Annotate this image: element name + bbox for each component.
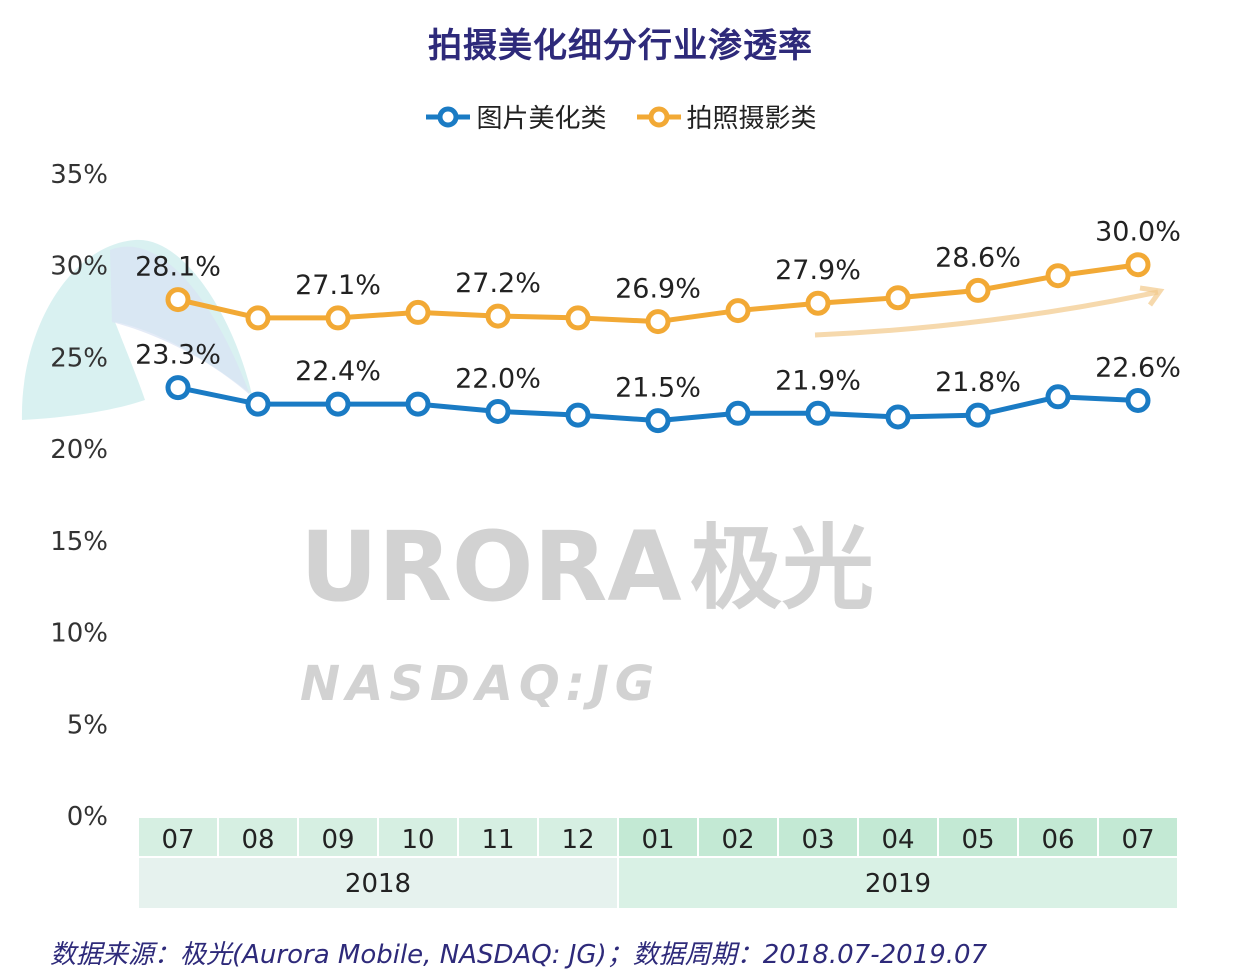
x-month-cell <box>299 818 377 856</box>
data-label: 22.4% <box>295 356 381 387</box>
y-tick-label: 35% <box>50 160 108 190</box>
data-label: 21.5% <box>615 373 701 404</box>
x-tick-label: 02 <box>721 825 754 855</box>
x-month-cell <box>619 818 697 856</box>
data-point[interactable] <box>165 375 191 401</box>
x-month-cell <box>939 818 1017 856</box>
x-tick-label: 12 <box>561 825 594 855</box>
data-point[interactable] <box>965 277 991 303</box>
legend-label: 图片美化类 <box>476 104 607 134</box>
x-tick-label: 05 <box>961 825 994 855</box>
data-point[interactable] <box>485 303 511 329</box>
x-tick-label: 09 <box>321 825 354 855</box>
data-point[interactable] <box>725 298 751 324</box>
data-point[interactable] <box>245 391 271 417</box>
legend-item-image-beautify[interactable]: 图片美化类 <box>424 98 607 135</box>
x-tick-label: 03 <box>801 825 834 855</box>
x-year-cell <box>619 858 1177 908</box>
x-tick-label: 06 <box>1041 825 1074 855</box>
data-label: 27.1% <box>295 270 381 301</box>
chart-title: 拍摄美化细分行业渗透率 <box>428 26 813 66</box>
data-point[interactable] <box>645 309 671 335</box>
legend: 图片美化类 拍照摄影类 <box>0 98 1241 135</box>
data-point[interactable] <box>565 305 591 331</box>
x-year-label: 2018 <box>345 869 411 899</box>
data-label: 21.8% <box>935 367 1021 398</box>
data-point[interactable] <box>885 404 911 430</box>
data-point[interactable] <box>165 287 191 313</box>
legend-label: 拍照摄影类 <box>686 104 817 134</box>
x-tick-label: 01 <box>641 825 674 855</box>
x-month-cell <box>219 818 297 856</box>
data-label: 26.9% <box>615 274 701 305</box>
x-month-cell <box>139 818 217 856</box>
data-point[interactable] <box>325 305 351 331</box>
y-tick-label: 10% <box>50 619 108 649</box>
y-tick-label: 0% <box>67 802 108 832</box>
legend-marker-blue-icon <box>426 106 471 127</box>
y-tick-label: 15% <box>50 527 108 557</box>
data-point[interactable] <box>645 408 671 434</box>
data-label: 27.9% <box>775 255 861 286</box>
data-point[interactable] <box>805 290 831 316</box>
legend-marker-orange-icon <box>636 106 681 127</box>
data-label: 30.0% <box>1095 217 1181 248</box>
y-tick-label: 20% <box>50 435 108 465</box>
x-tick-label: 08 <box>241 825 274 855</box>
series-layer <box>165 252 1151 434</box>
data-point[interactable] <box>805 400 831 426</box>
y-tick-label: 5% <box>67 710 108 740</box>
data-point[interactable] <box>965 402 991 428</box>
data-label: 22.0% <box>455 363 541 394</box>
y-tick-label: 30% <box>50 252 108 282</box>
watermark-main: URORA <box>300 511 682 623</box>
x-year-cell <box>139 858 617 908</box>
x-tick-label: 07 <box>161 825 194 855</box>
x-tick-label: 07 <box>1121 825 1154 855</box>
data-point[interactable] <box>885 285 911 311</box>
line-chart: URORA 极光 NASDAQ:JG 0% 5% 10% 15% 20% 25% 30% 35… <box>21 160 1181 908</box>
x-month-cell <box>379 818 457 856</box>
source-footnote: 数据来源：极光(Aurora Mobile, NASDAQ: JG)；数据周期：… <box>50 940 988 970</box>
x-month-cell <box>859 818 937 856</box>
aurora-logo-watermark-icon <box>21 239 252 420</box>
data-point[interactable] <box>1125 387 1151 413</box>
x-month-cell <box>1099 818 1177 856</box>
x-month-cell <box>539 818 617 856</box>
y-axis: 0% 5% 10% 15% 20% 25% 30% 35% <box>50 160 108 832</box>
x-month-cell <box>779 818 857 856</box>
data-label: 23.3% <box>135 340 221 371</box>
data-point[interactable] <box>405 391 431 417</box>
y-tick-label: 25% <box>50 343 108 373</box>
data-label: 27.2% <box>455 268 541 299</box>
data-point[interactable] <box>325 391 351 417</box>
watermark: URORA 极光 NASDAQ:JG <box>300 285 1165 712</box>
data-point[interactable] <box>1045 263 1071 289</box>
x-month-cell <box>459 818 537 856</box>
watermark-sub: NASDAQ:JG <box>300 656 660 712</box>
watermark-cn: 极光 <box>690 515 874 622</box>
data-point[interactable] <box>565 402 591 428</box>
x-year-label: 2019 <box>865 869 931 899</box>
x-month-cell <box>699 818 777 856</box>
data-point[interactable] <box>485 398 511 424</box>
legend-item-photography[interactable]: 拍照摄影类 <box>635 98 817 135</box>
data-label: 22.6% <box>1095 352 1181 383</box>
data-point[interactable] <box>725 400 751 426</box>
x-axis: 07 08 09 10 11 12 2018 01 02 03 04 05 06 07 2019 <box>139 818 1177 908</box>
data-labels: 23.3% 22.4% 22.0% 21.5% 21.9% 21.8% 22.6% 28.1%… <box>135 217 1181 404</box>
x-tick-label: 04 <box>881 825 914 855</box>
x-tick-label: 10 <box>401 825 434 855</box>
data-label: 21.9% <box>775 365 861 396</box>
data-point[interactable] <box>1045 384 1071 410</box>
data-label: 28.6% <box>935 242 1021 273</box>
data-point[interactable] <box>405 299 431 325</box>
data-point[interactable] <box>245 305 271 331</box>
x-tick-label: 11 <box>481 825 514 855</box>
x-month-cell <box>1019 818 1097 856</box>
data-point[interactable] <box>1125 252 1151 278</box>
data-label: 28.1% <box>135 252 221 283</box>
